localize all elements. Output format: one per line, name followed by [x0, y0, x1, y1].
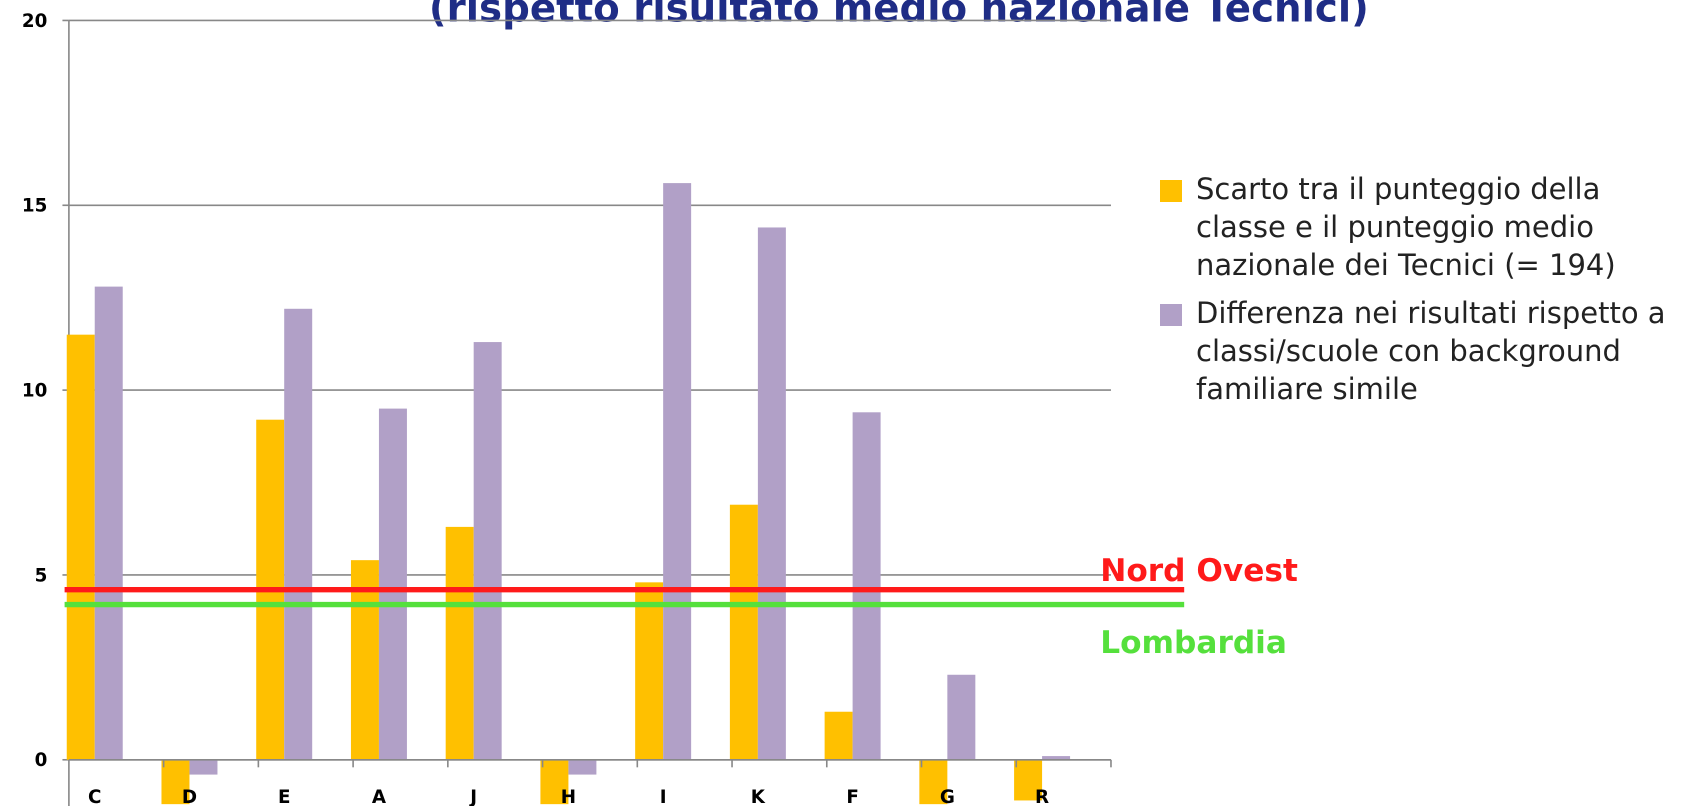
legend-swatch [1160, 180, 1182, 202]
bar [161, 759, 190, 805]
chart-title: (rispetto risultato medio nazionale Tecn… [429, 0, 1369, 32]
legend-label: Differenza nei risultati rispetto a clas… [1196, 296, 1666, 406]
y-tick-label: 0 [35, 750, 48, 771]
reference-label: Nord Ovest [1100, 553, 1298, 589]
legend-label: Scarto tra il punteggio della classe e i… [1196, 172, 1616, 282]
reference-label: Lombardia [1100, 625, 1287, 661]
x-tick-label: H [561, 787, 576, 806]
bar [568, 759, 597, 775]
bar [729, 504, 758, 760]
bar [284, 308, 313, 760]
bar [824, 711, 853, 760]
bar [94, 286, 123, 760]
bar [189, 759, 218, 775]
bar [473, 342, 502, 760]
bar [852, 412, 881, 760]
y-tick-label: 5 [35, 565, 48, 586]
y-tick-label: 15 [22, 196, 47, 217]
bar [540, 759, 569, 805]
y-tick-label: 10 [22, 381, 47, 402]
x-tick-label: G [940, 787, 955, 806]
bar [350, 560, 379, 760]
legend-swatch [1160, 304, 1182, 326]
legend: Scarto tra il punteggio della classe e i… [1160, 170, 1680, 418]
x-tick-label: C [88, 787, 101, 806]
bar [1014, 759, 1043, 801]
legend-item: Scarto tra il punteggio della classe e i… [1160, 170, 1680, 284]
bar [66, 334, 95, 760]
bar [635, 582, 664, 760]
bar [1042, 756, 1071, 760]
x-tick-label: R [1035, 787, 1049, 806]
bar [919, 759, 948, 805]
x-tick-label: F [846, 787, 859, 806]
bar [378, 408, 407, 760]
legend-item: Differenza nei risultati rispetto a clas… [1160, 294, 1680, 408]
x-tick-label: K [751, 787, 766, 806]
x-tick-label: A [372, 787, 387, 806]
x-tick-label: I [660, 787, 667, 806]
bar [663, 183, 692, 760]
y-tick-label: 20 [22, 11, 47, 32]
x-tick-label: D [182, 787, 197, 806]
bar [947, 674, 976, 760]
bar [445, 526, 474, 760]
x-tick-label: J [468, 787, 477, 806]
bar [757, 227, 786, 760]
x-tick-label: E [278, 787, 291, 806]
